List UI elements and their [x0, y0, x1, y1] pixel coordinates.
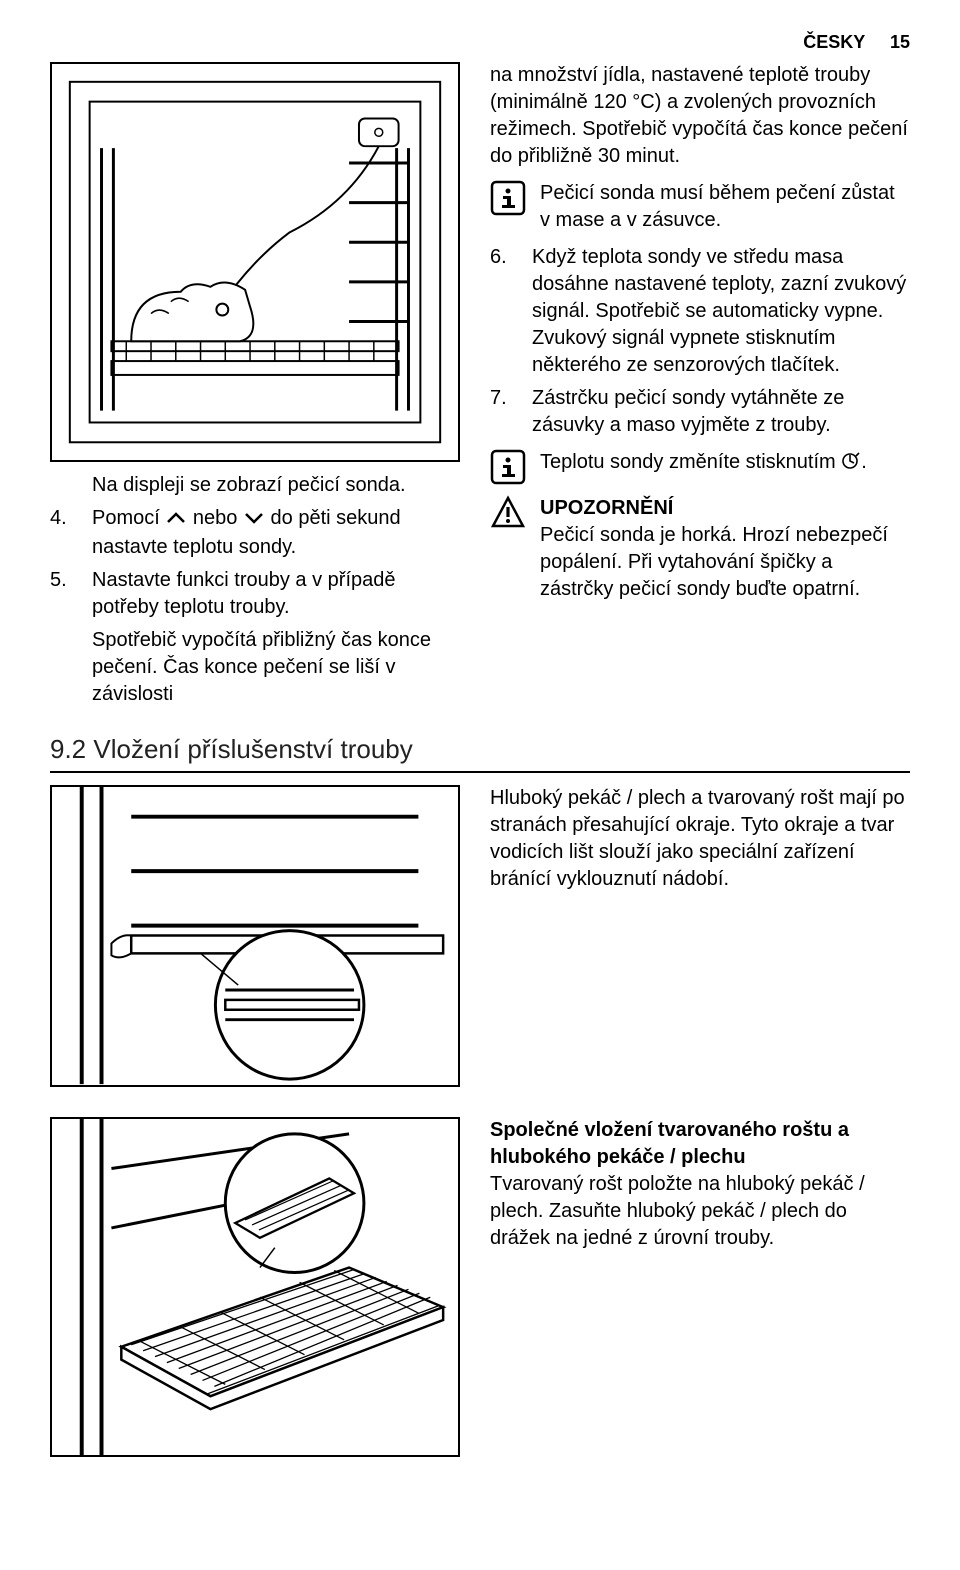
- probe-temp-icon: [841, 451, 861, 473]
- left-column: Na displeji se zobrazí pečicí sonda. 4. …: [50, 62, 460, 714]
- accessory-2-body: Tvarovaný rošt položte na hluboký pekáč …: [490, 1173, 865, 1249]
- accessory-row-1: Hluboký pekáč / plech a tvarovaný rošt m…: [50, 785, 910, 1096]
- step-5-body: Nastavte funkci trouby a v případě potře…: [92, 567, 460, 708]
- warning-body: Pečicí sonda je horká. Hrozí nebezpečí p…: [540, 524, 888, 600]
- steps-left: 4. Pomocí nebo do pěti sekund nastavte t…: [50, 505, 460, 708]
- step-number-7: 7.: [490, 385, 532, 439]
- diagram-rack-and-tray: [50, 1117, 460, 1458]
- display-note: Na displeji se zobrazí pečicí sonda.: [50, 472, 460, 499]
- step-4-body: Pomocí nebo do pěti sekund nastavte tepl…: [92, 505, 460, 561]
- section-divider: [50, 771, 910, 773]
- steps-right: 6. Když teplota sondy ve středu masa dos…: [490, 244, 910, 439]
- warning-icon: [490, 495, 526, 531]
- warning-note: UPOZORNĚNÍ Pečicí sonda je horká. Hrozí …: [490, 495, 910, 603]
- accessory-row-2: Společné vložení tvarovaného roštu a hlu…: [50, 1117, 910, 1468]
- warning-text: UPOZORNĚNÍ Pečicí sonda je horká. Hrozí …: [540, 495, 910, 603]
- info-note-1-text: Pečicí sonda musí během pečení zůstat v …: [540, 180, 910, 234]
- continuation-text: na množství jídla, nastavené teplotě tro…: [490, 62, 910, 170]
- page-header: ČESKY 15: [50, 30, 910, 54]
- accessory-text-2: Společné vložení tvarovaného roštu a hlu…: [490, 1117, 910, 1468]
- info-note-2: Teplotu sondy změníte stisknutím .: [490, 449, 910, 485]
- right-column: na množství jídla, nastavené teplotě tro…: [490, 62, 910, 714]
- info-note-1: Pečicí sonda musí během pečení zůstat v …: [490, 180, 910, 234]
- section-9-2-title: 9.2 Vložení příslušenství trouby: [50, 732, 910, 767]
- step-number-6: 6.: [490, 244, 532, 379]
- step-7-body: Zástrčku pečicí sondy vytáhněte ze zásuv…: [532, 385, 910, 439]
- warning-title: UPOZORNĚNÍ: [540, 497, 673, 519]
- header-page: 15: [890, 32, 910, 52]
- accessory-text-1: Hluboký pekáč / plech a tvarovaný rošt m…: [490, 785, 910, 1096]
- header-lang: ČESKY: [803, 32, 865, 52]
- info-icon: [490, 449, 526, 485]
- accessory-2-title: Společné vložení tvarovaného roštu a hlu…: [490, 1119, 849, 1168]
- diagram-oven-probe: [50, 62, 460, 462]
- info-icon: [490, 180, 526, 216]
- step-number-4: 4.: [50, 505, 92, 561]
- step-number-5: 5.: [50, 567, 92, 708]
- info-note-2-text: Teplotu sondy změníte stisknutím .: [540, 449, 910, 485]
- chevron-down-icon: [243, 507, 265, 534]
- chevron-up-icon: [165, 507, 187, 534]
- step-6-body: Když teplota sondy ve středu masa dosáhn…: [532, 244, 910, 379]
- top-two-columns: Na displeji se zobrazí pečicí sonda. 4. …: [50, 62, 910, 714]
- diagram-tray-detail: [50, 785, 460, 1086]
